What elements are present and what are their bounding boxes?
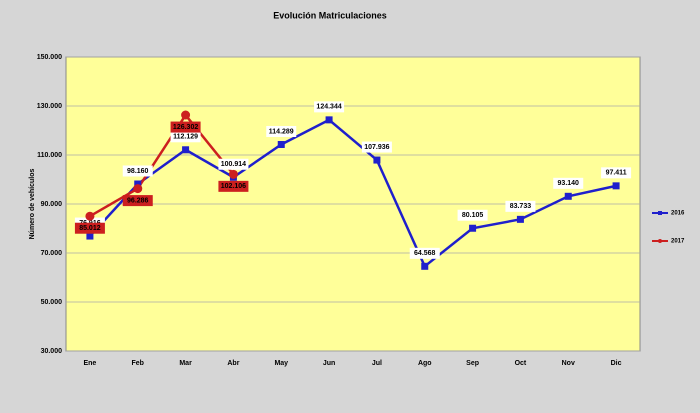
data-label: 98.160 [127,168,149,175]
data-label: 126.302 [173,124,198,131]
chart-title: Evolución Matriculaciones [273,10,387,20]
data-label: 97.411 [606,170,627,177]
label-box [314,101,345,113]
data-label: 114.289 [269,128,294,135]
label-box [122,165,153,177]
label-box [409,247,440,259]
label-box [266,125,297,137]
point [516,215,524,223]
y-tick-label: 90.000 [41,201,63,208]
data-label: 107.936 [364,144,389,151]
label-box [361,141,392,153]
x-tick-label: Ago [418,360,432,367]
point [228,169,238,179]
label-box [218,158,249,170]
point [182,146,190,154]
y-tick-label: 130.000 [37,103,62,110]
label-box [218,180,249,192]
point [86,232,94,240]
point [564,192,572,200]
label-box [553,177,584,189]
y-axis-label: Número de vehículos [29,168,36,239]
data-label: 85.012 [79,225,101,232]
point [85,211,95,221]
data-label: 64.568 [414,250,436,257]
y-tick-label: 110.000 [37,152,62,159]
x-tick-label: Oct [515,360,527,367]
x-tick-label: Nov [562,360,575,367]
legend-marker [658,211,662,215]
label-box [74,222,105,234]
series-line [88,118,617,269]
point [373,156,381,164]
y-tick-label: 70.000 [41,250,63,257]
x-tick-label: Mar [179,360,192,367]
x-tick-label: Feb [132,360,144,367]
label-box [601,167,632,179]
x-tick-label: Ene [83,360,96,367]
y-tick-label: 150.000 [37,54,62,61]
point [325,116,333,124]
data-label: 124.344 [316,104,341,111]
x-tick-label: Jul [372,360,382,367]
data-label: 100.914 [221,161,246,168]
point [277,140,285,148]
x-tick-label: Jun [323,360,335,367]
legend-marker [658,239,662,243]
x-tick-label: May [274,360,288,367]
series-line [89,112,235,218]
x-tick-label: Abr [227,360,239,367]
y-tick-label: 50.000 [41,299,63,306]
data-label: 83.733 [510,203,532,210]
legend-label: 2017 [671,239,685,245]
data-label: 96.286 [127,197,149,204]
legend-label: 2016 [671,211,685,217]
data-label: 112.129 [173,134,198,141]
data-label: 80.105 [462,212,484,219]
point [421,262,429,270]
point [469,224,477,232]
label-box [457,209,488,221]
label-box [122,195,153,207]
point [133,184,143,194]
label-box [170,121,201,133]
x-tick-label: Dic [611,360,622,367]
label-box [505,200,536,212]
data-label: 102.106 [221,183,246,190]
label-box [170,131,201,143]
point [612,182,620,190]
point [181,110,191,120]
data-label: 93.140 [558,180,580,187]
point [134,180,142,188]
x-tick-label: Sep [466,360,479,367]
y-tick-label: 30.000 [41,348,63,355]
